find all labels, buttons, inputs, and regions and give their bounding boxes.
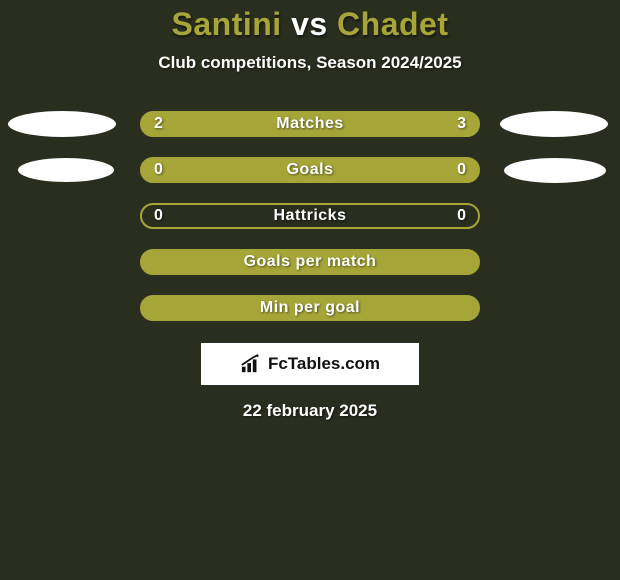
decor-oval-right [504, 158, 606, 183]
stat-bar: 0 Goals 0 [140, 157, 480, 183]
stat-label: Hattricks [274, 207, 347, 225]
season-subtitle: Club competitions, Season 2024/2025 [0, 53, 620, 73]
date-text: 22 february 2025 [0, 401, 620, 421]
stat-value-left: 0 [154, 207, 163, 225]
stat-value-right: 3 [457, 115, 466, 133]
stat-row: 0 Goals 0 [0, 157, 620, 183]
stat-value-left: 2 [154, 115, 163, 133]
stat-value-right: 0 [457, 207, 466, 225]
stat-value-right: 0 [457, 161, 466, 179]
vs-text: vs [291, 6, 328, 42]
decor-oval-right [500, 111, 608, 137]
stat-value-left: 0 [154, 161, 163, 179]
stat-bar: 2 Matches 3 [140, 111, 480, 137]
stat-row: 2 Matches 3 [0, 111, 620, 137]
stats-rows: 2 Matches 3 0 Goals 0 0 Hattricks 0 Goals per mat… [0, 111, 620, 321]
player-left-name: Santini [172, 6, 282, 42]
comparison-title: Santini vs Chadet [0, 6, 620, 43]
stat-bar: 0 Hattricks 0 [140, 203, 480, 229]
brand-badge: FcTables.com [201, 343, 419, 385]
stat-bar: Min per goal [140, 295, 480, 321]
stat-label: Goals per match [244, 253, 377, 271]
stat-bar: Goals per match [140, 249, 480, 275]
stat-row: Goals per match [0, 249, 620, 275]
stat-label: Matches [276, 115, 344, 133]
brand-text: FcTables.com [268, 354, 380, 374]
stat-label: Min per goal [260, 299, 360, 317]
player-right-name: Chadet [337, 6, 448, 42]
decor-oval-left [8, 111, 116, 137]
stat-row: Min per goal [0, 295, 620, 321]
chart-icon [240, 354, 262, 374]
stat-row: 0 Hattricks 0 [0, 203, 620, 229]
decor-oval-left [18, 158, 114, 182]
stat-label: Goals [287, 161, 334, 179]
